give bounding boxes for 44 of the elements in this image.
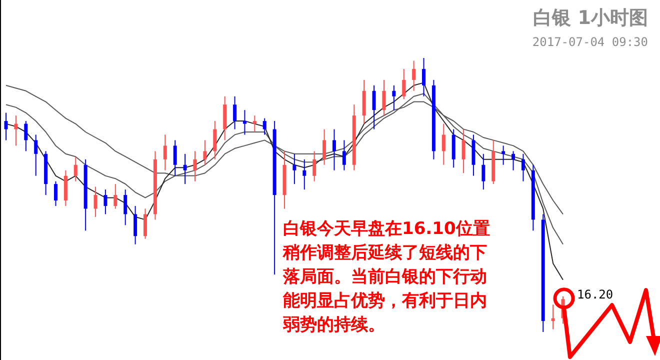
- candlestick: [412, 60, 416, 92]
- candlestick: [124, 189, 128, 226]
- candlestick: [144, 208, 147, 240]
- candlestick: [24, 120, 28, 152]
- candlestick: [114, 184, 118, 210]
- candlestick: [422, 58, 426, 97]
- candlestick: [312, 150, 316, 182]
- candlestick: [193, 150, 197, 182]
- candlestick: [392, 84, 396, 111]
- candlestick: [482, 153, 486, 190]
- candlestick: [512, 150, 516, 171]
- candlestick: [521, 153, 525, 182]
- candlestick: [502, 145, 506, 166]
- chart-subtitle: 2017-07-04 09:30: [532, 35, 648, 49]
- candlestick: [242, 110, 246, 136]
- candlestick: [382, 79, 386, 116]
- annotation: 白银今天早盘在16.10位置稍作调整后延续了短线的下落局面。当前白银的下行动能明显占优势，有利于日内弱势的持续。: [283, 218, 491, 337]
- candlestick: [173, 140, 177, 176]
- candlestick: [104, 189, 108, 215]
- candlestick: [183, 153, 187, 185]
- candlestick: [442, 123, 446, 166]
- candlestick: [551, 304, 555, 330]
- candlestick: [233, 96, 237, 130]
- candlestick: [94, 186, 98, 218]
- candlestick: [14, 115, 18, 146]
- text: 16.20: [577, 287, 614, 302]
- candlestick: [134, 205, 138, 245]
- candlestick: [332, 128, 336, 171]
- candlestick: [302, 158, 306, 190]
- candlestick: [74, 156, 78, 182]
- candlestick: [252, 115, 256, 132]
- candlestick: [342, 140, 346, 171]
- candlestick: [203, 140, 207, 166]
- candlestick: [262, 118, 266, 136]
- candlestick: [163, 134, 167, 171]
- candlestick: [322, 128, 326, 166]
- candlestick: [54, 180, 58, 206]
- candlestick: [34, 134, 38, 176]
- candlestick: [372, 84, 376, 130]
- candlestick: [292, 153, 296, 185]
- candlestick: [213, 120, 217, 160]
- candlestick: [462, 128, 466, 174]
- candlestick: [402, 68, 406, 100]
- chart-title: 白银 1小时图: [533, 7, 648, 29]
